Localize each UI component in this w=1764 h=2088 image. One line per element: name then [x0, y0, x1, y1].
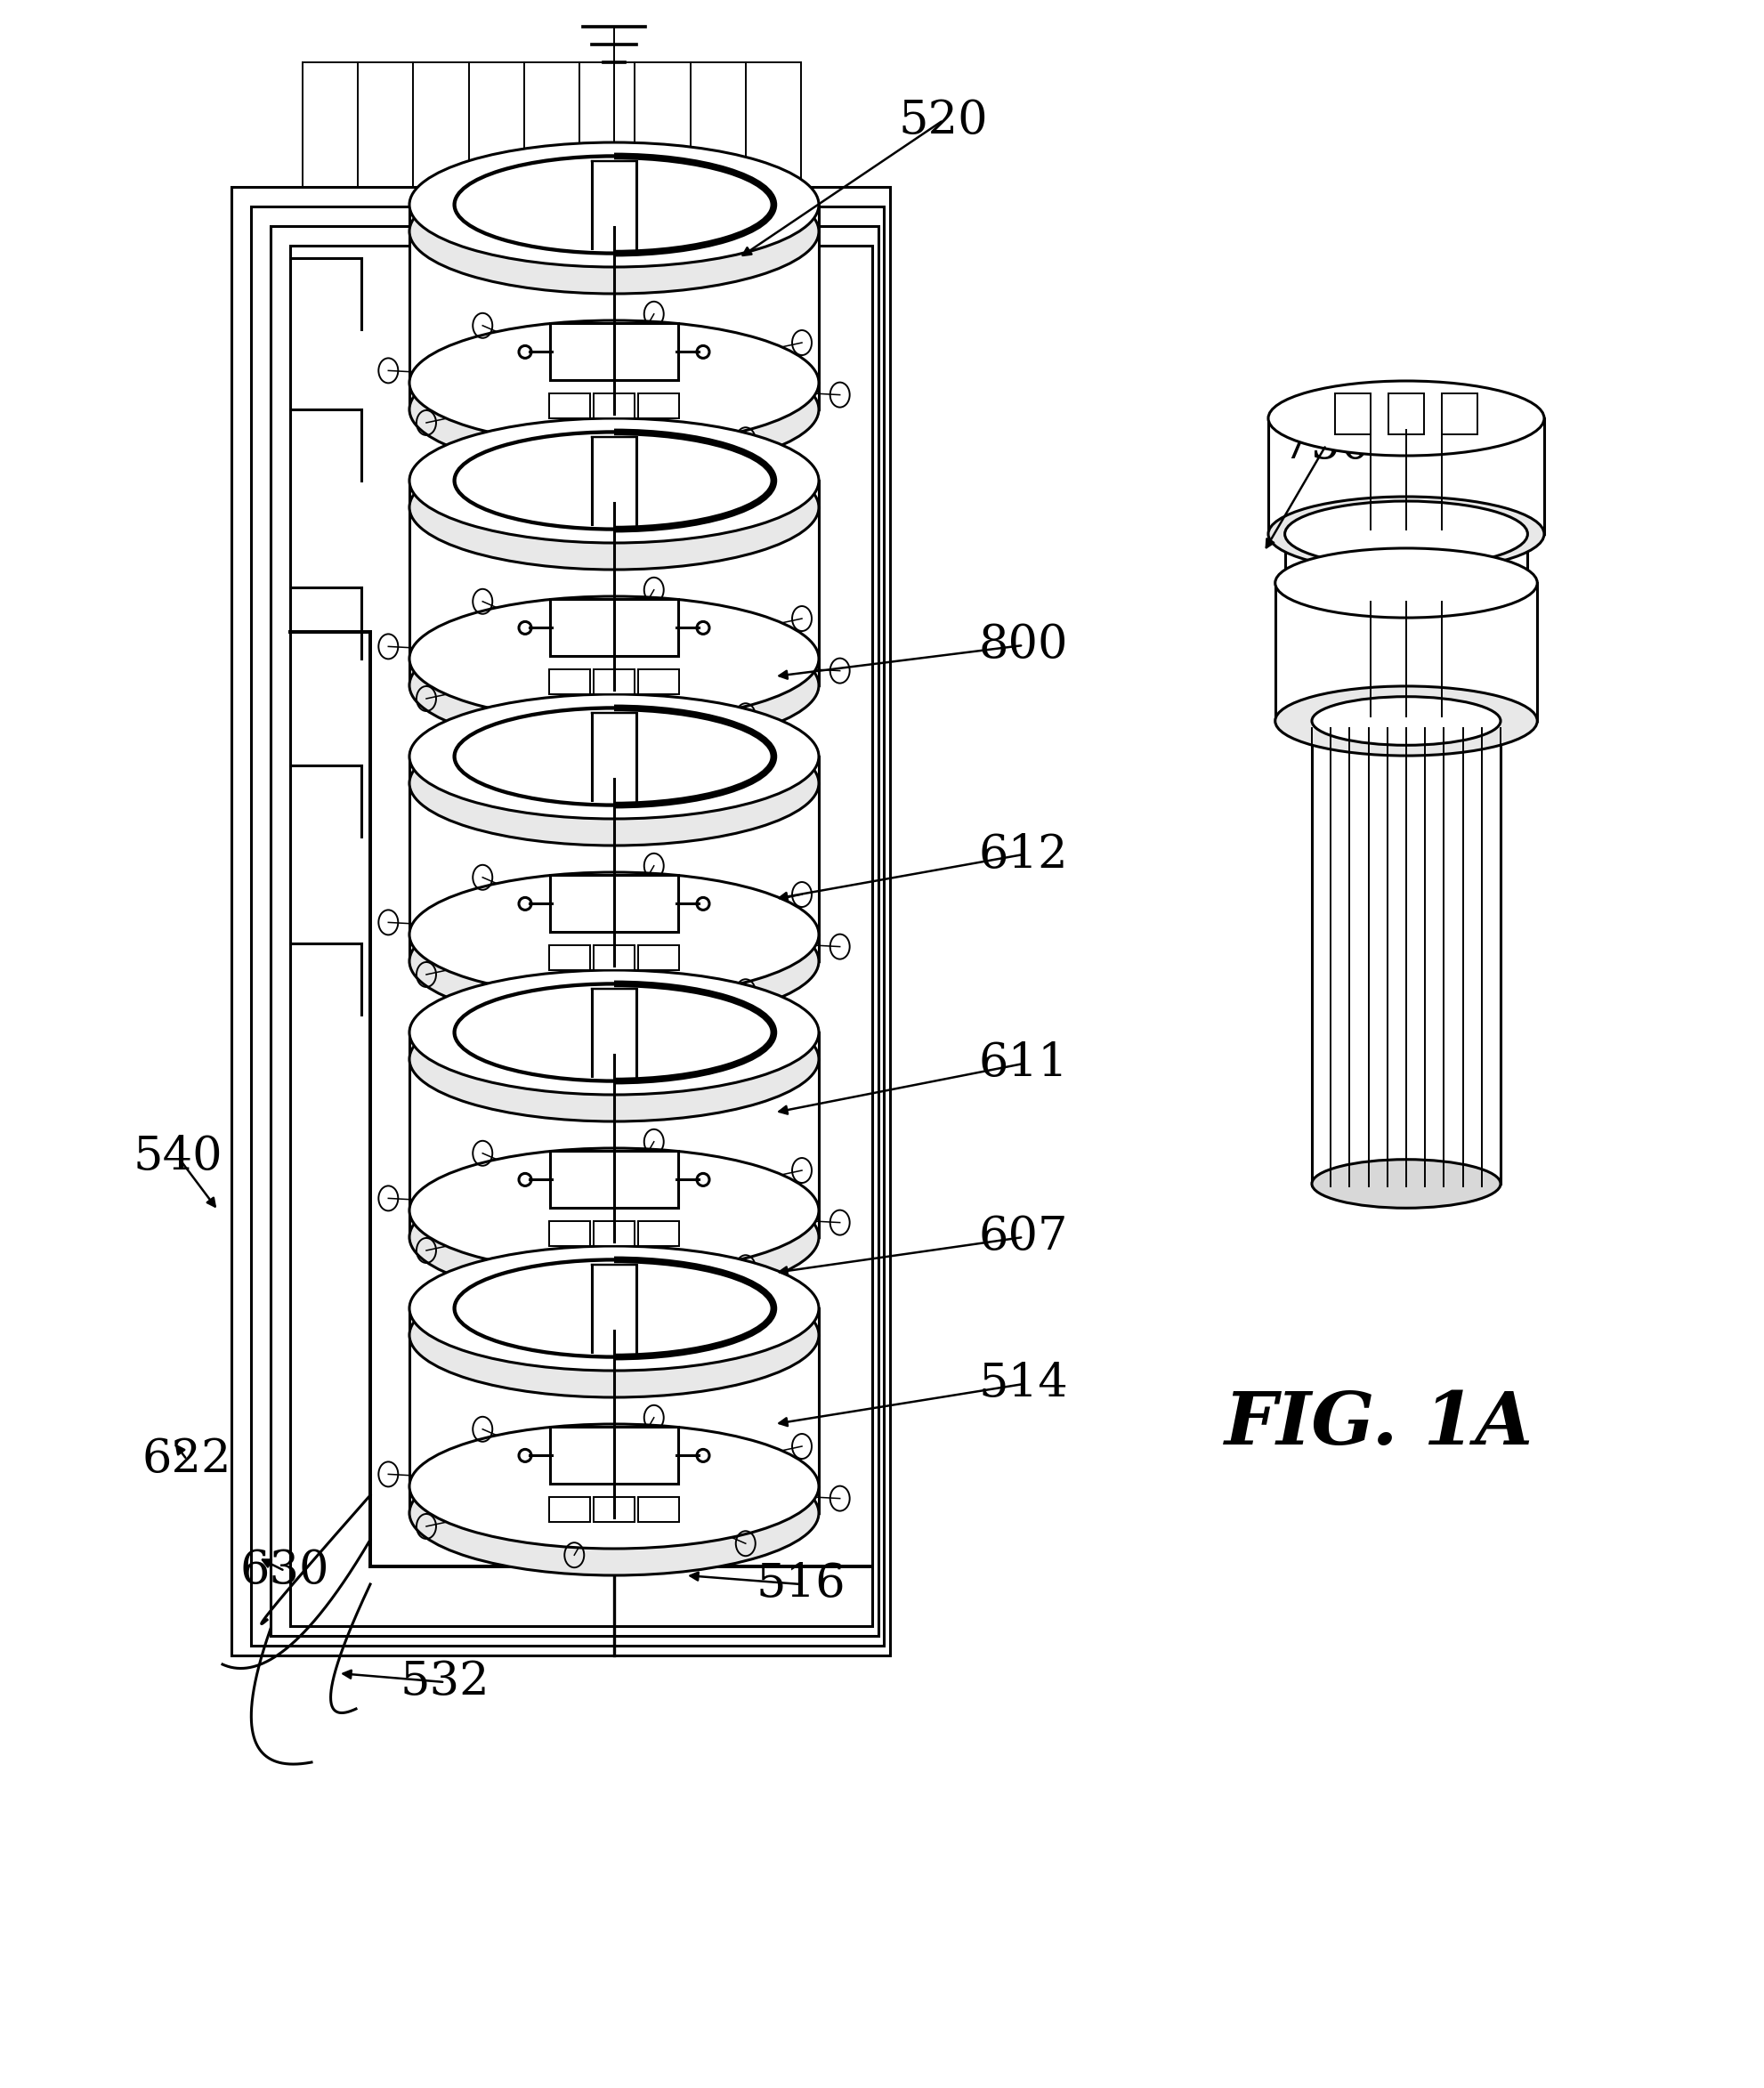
Bar	[409, 783, 818, 935]
FancyBboxPatch shape	[593, 670, 635, 695]
Ellipse shape	[409, 996, 818, 1121]
FancyBboxPatch shape	[593, 395, 635, 420]
Text: 611: 611	[979, 1042, 1067, 1086]
FancyBboxPatch shape	[1388, 393, 1424, 434]
Ellipse shape	[409, 142, 818, 267]
FancyBboxPatch shape	[549, 1497, 589, 1522]
Ellipse shape	[1268, 497, 1544, 572]
Ellipse shape	[1275, 687, 1536, 756]
Text: 630: 630	[240, 1547, 330, 1593]
Text: 514: 514	[979, 1361, 1067, 1407]
FancyBboxPatch shape	[1441, 393, 1476, 434]
Text: 622: 622	[143, 1437, 231, 1482]
Ellipse shape	[1311, 697, 1499, 745]
FancyBboxPatch shape	[639, 1497, 679, 1522]
FancyBboxPatch shape	[549, 670, 589, 695]
Ellipse shape	[409, 418, 818, 543]
FancyBboxPatch shape	[593, 1221, 635, 1247]
FancyBboxPatch shape	[593, 1497, 635, 1522]
Bar	[289, 246, 871, 1627]
Bar	[409, 1334, 818, 1487]
Text: 540: 540	[132, 1134, 222, 1180]
FancyBboxPatch shape	[550, 1426, 677, 1485]
Bar	[231, 188, 889, 1656]
Ellipse shape	[1275, 549, 1536, 618]
FancyBboxPatch shape	[550, 875, 677, 931]
FancyBboxPatch shape	[1334, 393, 1371, 434]
Ellipse shape	[409, 1148, 818, 1274]
Ellipse shape	[409, 169, 818, 294]
Bar	[409, 232, 818, 382]
Text: 532: 532	[400, 1660, 490, 1704]
Ellipse shape	[409, 622, 818, 748]
FancyBboxPatch shape	[549, 395, 589, 420]
Ellipse shape	[409, 873, 818, 996]
Bar	[409, 507, 818, 658]
FancyBboxPatch shape	[639, 1221, 679, 1247]
Text: 520: 520	[898, 98, 988, 142]
Text: 750: 750	[1281, 422, 1371, 468]
Ellipse shape	[409, 445, 818, 570]
FancyBboxPatch shape	[549, 946, 589, 971]
Ellipse shape	[409, 1274, 818, 1397]
FancyBboxPatch shape	[550, 1150, 677, 1209]
Bar	[270, 226, 878, 1635]
Ellipse shape	[409, 1247, 818, 1370]
Ellipse shape	[1284, 549, 1528, 616]
Ellipse shape	[409, 971, 818, 1094]
Ellipse shape	[409, 900, 818, 1023]
Text: 612: 612	[979, 831, 1067, 877]
FancyBboxPatch shape	[639, 946, 679, 971]
Text: FIG. 1A: FIG. 1A	[1224, 1389, 1533, 1460]
Ellipse shape	[1268, 380, 1544, 455]
FancyBboxPatch shape	[639, 395, 679, 420]
Ellipse shape	[409, 1451, 818, 1574]
Ellipse shape	[409, 720, 818, 846]
Bar	[250, 207, 884, 1645]
FancyBboxPatch shape	[550, 324, 677, 380]
FancyBboxPatch shape	[549, 1221, 589, 1247]
Ellipse shape	[409, 1424, 818, 1549]
FancyBboxPatch shape	[639, 670, 679, 695]
Text: 800: 800	[979, 622, 1067, 668]
Bar	[409, 1059, 818, 1211]
FancyBboxPatch shape	[593, 946, 635, 971]
Ellipse shape	[409, 347, 818, 472]
Ellipse shape	[1311, 1159, 1499, 1209]
Ellipse shape	[409, 319, 818, 445]
Ellipse shape	[1284, 501, 1528, 568]
Ellipse shape	[409, 693, 818, 818]
Text: 516: 516	[755, 1562, 845, 1608]
FancyBboxPatch shape	[550, 599, 677, 656]
Ellipse shape	[409, 1176, 818, 1299]
Text: 607: 607	[979, 1215, 1067, 1259]
Ellipse shape	[409, 597, 818, 720]
